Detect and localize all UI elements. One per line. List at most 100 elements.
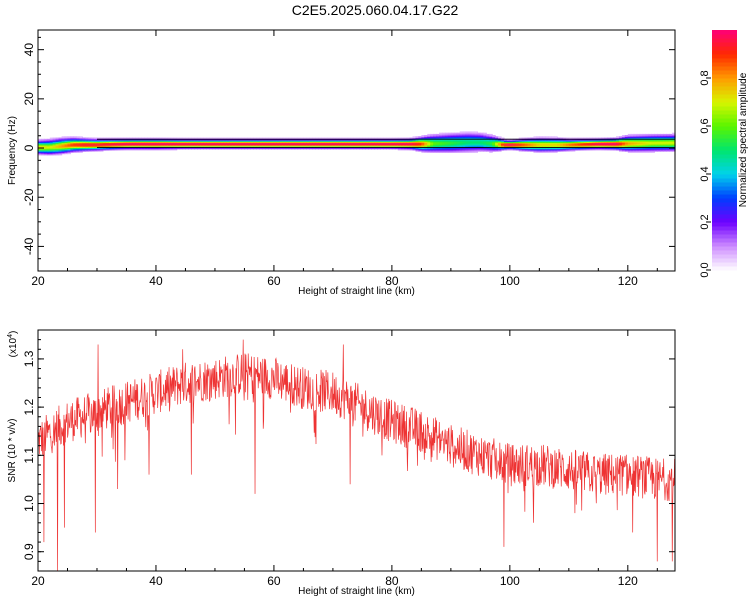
heatmap-cell <box>474 135 479 137</box>
heatmap-cell <box>191 142 195 145</box>
heatmap-cell <box>315 141 319 144</box>
heatmap-cell <box>442 146 446 149</box>
heatmap-cell <box>141 143 145 146</box>
heatmap-cell <box>164 141 169 144</box>
heatmap-cell <box>621 146 626 149</box>
heatmap-cell <box>412 140 417 142</box>
heatmap-cell <box>554 149 558 152</box>
heatmap-cell <box>371 142 375 145</box>
heatmap-cell <box>406 144 411 147</box>
heatmap-cell <box>651 149 655 152</box>
heatmap-cell <box>654 148 658 151</box>
heatmap-cell <box>557 143 561 146</box>
heatmap-cell <box>453 136 458 139</box>
heatmap-cell <box>217 147 222 150</box>
heatmap-cell <box>371 138 375 141</box>
colorbar-tick-label: 0.8 <box>699 70 711 85</box>
heatmap-cell <box>285 146 290 149</box>
heatmap-cell <box>64 148 69 151</box>
heatmap-cell <box>232 142 237 145</box>
heatmap-cell <box>624 138 629 141</box>
heatmap-cell <box>447 141 452 144</box>
heatmap-cell <box>397 141 402 144</box>
heatmap-cell <box>256 146 260 149</box>
heatmap-cell <box>418 146 422 149</box>
heatmap-cell <box>158 142 163 145</box>
heatmap-cell <box>433 135 437 137</box>
heatmap-cell <box>503 146 508 149</box>
heatmap-cell <box>300 142 305 145</box>
heatmap-cell <box>217 138 222 141</box>
heatmap-cell <box>203 147 207 150</box>
heatmap-cell <box>312 143 316 146</box>
heatmap-cell <box>123 143 128 146</box>
heatmap-cell <box>672 146 676 149</box>
heatmap-cell <box>533 148 537 151</box>
heatmap-cell <box>586 137 591 140</box>
heatmap-cell <box>595 148 599 151</box>
heatmap-cell <box>88 143 92 146</box>
heatmap-cell <box>294 146 299 149</box>
heatmap-cell <box>586 146 591 149</box>
heatmap-cell <box>73 136 77 139</box>
heatmap-cell <box>433 140 437 142</box>
heatmap-cell <box>459 137 464 140</box>
heatmap-cell <box>495 149 499 152</box>
heatmap-cell <box>377 140 381 142</box>
heatmap-cell <box>592 140 596 142</box>
heatmap-cell <box>450 135 455 137</box>
heatmap-cell <box>554 137 558 140</box>
heatmap-cell <box>483 144 487 147</box>
heatmap-cell <box>371 146 375 149</box>
heatmap-cell <box>468 133 473 136</box>
heatmap-cell <box>506 148 511 151</box>
heatmap-cell <box>182 142 187 145</box>
heatmap-cell <box>574 137 579 140</box>
heatmap-cell <box>524 142 529 145</box>
heatmap-cell <box>324 147 328 150</box>
heatmap-cell <box>471 135 476 137</box>
heatmap-cell <box>442 138 446 141</box>
heatmap-cell <box>344 142 349 145</box>
heatmap-cell <box>447 135 452 137</box>
heatmap-cell <box>46 147 51 150</box>
heatmap-cell <box>291 138 296 141</box>
heatmap-cell <box>338 144 343 147</box>
heatmap-cell <box>85 142 89 145</box>
heatmap-cell <box>515 140 520 142</box>
heatmap-cell <box>621 137 626 140</box>
heatmap-cell <box>214 140 219 142</box>
heatmap-cell <box>447 137 452 140</box>
heatmap-cell <box>462 143 467 146</box>
heatmap-cell <box>383 144 387 147</box>
heatmap-cell <box>527 144 532 147</box>
heatmap-cell <box>613 148 617 151</box>
heatmap-cell <box>589 148 594 151</box>
heatmap-cell <box>383 142 387 145</box>
heatmap-cell <box>447 146 452 149</box>
heatmap-cell <box>61 136 66 139</box>
heatmap-cell <box>639 144 644 147</box>
heatmap-cell <box>430 146 434 149</box>
heatmap-cell <box>203 146 207 149</box>
heatmap-cell <box>486 143 490 146</box>
heatmap-cell <box>648 133 653 136</box>
heatmap-cell <box>209 141 213 144</box>
heatmap-cell <box>70 146 74 149</box>
heatmap-cell <box>515 138 520 141</box>
heatmap-cell <box>577 138 582 141</box>
heatmap-cell <box>589 141 594 144</box>
heatmap-cell <box>424 146 428 149</box>
heatmap-cell <box>138 137 142 140</box>
colorbar-segment <box>712 154 737 159</box>
heatmap-cell <box>212 137 216 140</box>
heatmap-cell <box>495 147 499 150</box>
heatmap-cell <box>663 147 667 150</box>
colorbar-segment <box>712 78 737 83</box>
heatmap-cell <box>388 146 393 149</box>
heatmap-cell <box>627 142 632 145</box>
heatmap-cell <box>521 146 526 149</box>
heatmap-cell <box>610 141 614 144</box>
